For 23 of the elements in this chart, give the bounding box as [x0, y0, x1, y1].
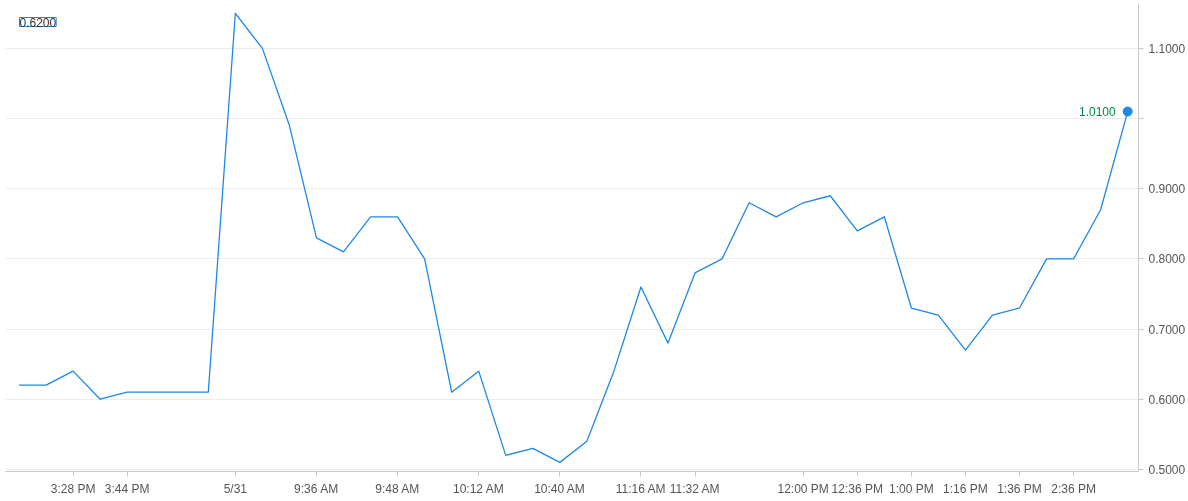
x-tick-label: 9:36 AM [294, 481, 339, 496]
x-tick-label: 9:48 AM [375, 481, 420, 496]
x-tick-label: 11:32 AM [669, 481, 720, 496]
x-tick-label: 3:28 PM [50, 481, 96, 496]
x-tick-label: 5/31 [223, 481, 248, 496]
x-tick-label: 1:16 PM [943, 481, 988, 496]
y-tick-label: 0.7000 [1148, 322, 1186, 337]
y-tick-label: 0.9000 [1148, 182, 1186, 197]
x-tick-label: 10:40 AM [534, 481, 585, 496]
y-tick-label: 0.8000 [1148, 252, 1186, 267]
y-tick-label: 0.6000 [1148, 392, 1186, 407]
annotation: 1.0100 [1078, 105, 1117, 120]
x-tick-label: 10:12 AM [453, 481, 504, 496]
x-tick-label: 11:16 AM [615, 481, 666, 496]
x-tick-label: 2:36 PM [1051, 481, 1096, 496]
x-tick-label: 12:00 PM [777, 481, 829, 496]
x-tick-label: 1:00 PM [889, 481, 934, 496]
x-tick-label: 3:44 PM [104, 481, 150, 496]
y-tick-label: 1.1000 [1148, 41, 1186, 56]
x-tick-label: 1:36 PM [997, 481, 1042, 496]
y-tick-label: 0.5000 [1148, 462, 1186, 477]
x-tick-label: 12:36 PM [831, 481, 883, 496]
annotation: 0.6200 [19, 15, 57, 30]
